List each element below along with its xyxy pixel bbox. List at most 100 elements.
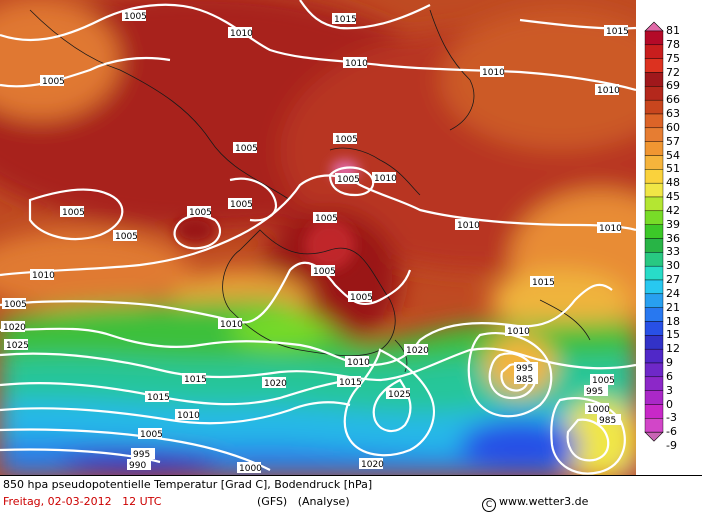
site-url: www.wetter3.de (499, 495, 589, 508)
isobar-label: 985 (514, 373, 538, 385)
isobar-label: 1000 (237, 462, 262, 474)
color-scale-swatch (644, 169, 664, 184)
isobar-label: 1010 (228, 27, 253, 39)
svg-text:1020: 1020 (361, 460, 384, 470)
color-scale-swatch (644, 58, 664, 73)
color-scale-label: 0 (666, 397, 673, 411)
svg-text:1025: 1025 (6, 341, 29, 351)
color-scale-label: -6 (666, 425, 677, 439)
isobar-label: 1000 (585, 403, 610, 415)
isobar-label: 1015 (530, 276, 555, 288)
color-scale-swatch (644, 99, 664, 115)
color-scale-label: 3 (666, 383, 673, 397)
coastlines (29, 9, 591, 373)
svg-text:995: 995 (516, 364, 533, 374)
isobar-label: 1015 (182, 373, 207, 385)
svg-text:1020: 1020 (264, 379, 287, 389)
svg-text:1005: 1005 (592, 376, 615, 386)
isobar-label: 985 (597, 414, 621, 426)
run-type: (Analyse) (297, 495, 350, 508)
svg-text:985: 985 (599, 416, 616, 426)
color-scale-label: 21 (666, 300, 680, 314)
isobar-labels: 1005 1015 1010 1005 1010 1010 1015 1005 … (1, 10, 629, 474)
isobar-label: 1015 (332, 13, 357, 25)
color-scale-label: 45 (666, 190, 680, 203)
color-scale-label: 39 (666, 217, 680, 231)
color-scale-swatches (644, 21, 664, 442)
color-scale-swatch (644, 390, 664, 405)
svg-text:1015: 1015 (532, 278, 555, 288)
color-scale-swatch (644, 224, 664, 239)
color-scale-swatch (644, 210, 664, 225)
map-svg: 1005 1015 1010 1005 1010 1010 1015 1005 … (0, 0, 636, 475)
svg-text:1005: 1005 (337, 175, 360, 185)
color-scale-label: 30 (666, 259, 680, 273)
svg-text:990: 990 (129, 461, 146, 471)
color-scale-label: 60 (666, 120, 680, 134)
color-scale-label: 51 (666, 162, 680, 176)
isobar-label: 1010 (343, 57, 368, 69)
color-scale-label: 42 (666, 203, 680, 217)
color-scale-swatch (644, 127, 664, 142)
color-scale-arrow-top (644, 21, 664, 32)
color-scale-swatch (644, 155, 664, 170)
color-scale-label: 24 (666, 286, 680, 300)
color-scale-swatch (644, 44, 664, 59)
color-scale-label: 12 (666, 342, 680, 356)
color-scale-swatch (644, 196, 664, 212)
isobar-label: 1005 (2, 298, 27, 310)
color-scale-label: 63 (666, 107, 680, 120)
color-scale-label: 78 (666, 37, 680, 51)
color-scale-label: -9 (666, 439, 677, 452)
svg-text:1010: 1010 (374, 174, 397, 184)
svg-text:1005: 1005 (230, 200, 253, 210)
footer: 850 hpa pseudopotentielle Temperatur [Gr… (0, 475, 702, 513)
isobar-label: 1005 (233, 142, 258, 154)
color-scale-label: 75 (666, 51, 680, 65)
color-scale-label: 72 (666, 65, 680, 79)
color-scale-svg (644, 21, 664, 442)
isobar-label: 1005 (60, 206, 85, 218)
svg-text:1000: 1000 (587, 405, 610, 415)
isobar-label: 1020 (359, 458, 384, 470)
svg-text:1010: 1010 (32, 271, 55, 281)
svg-text:985: 985 (516, 375, 533, 385)
isobar-label: 1020 (262, 377, 287, 389)
isobar-label: 1020 (1, 321, 26, 333)
color-scale-label: 48 (666, 176, 680, 190)
color-scale-arrow-bottom (644, 431, 664, 442)
svg-text:1015: 1015 (147, 393, 170, 403)
svg-text:1010: 1010 (230, 29, 253, 39)
svg-text:1005: 1005 (350, 293, 373, 303)
svg-text:1005: 1005 (115, 232, 138, 242)
color-scale-swatch (644, 376, 664, 391)
svg-text:1015: 1015 (339, 378, 362, 388)
color-scale-label: 27 (666, 273, 680, 286)
svg-text:1010: 1010 (347, 358, 370, 368)
isobar-label: 1005 (228, 198, 253, 210)
isobar-label: 1005 (113, 230, 138, 242)
svg-text:1005: 1005 (335, 135, 358, 145)
copyright-icon: C (482, 498, 496, 512)
isobar-label: 990 (127, 459, 151, 471)
color-scale-label: 57 (666, 134, 680, 148)
isobar-label: 1010 (175, 409, 200, 421)
valid-time: 12 UTC (122, 495, 162, 508)
color-scale-swatch (644, 265, 664, 281)
isobar-label: 995 (131, 448, 155, 460)
isobar-label: 1005 (311, 265, 336, 277)
color-scale-swatch (644, 86, 664, 101)
isobar-label: 1010 (595, 84, 620, 96)
color-scale-swatch (644, 141, 664, 156)
isobar-label: 1025 (386, 388, 411, 400)
svg-text:995: 995 (586, 387, 603, 397)
color-scale-legend: 81 78 75 72 69 66 63 60 57 54 51 48 45 42 39 36 33 30 27 24… (636, 0, 702, 475)
isobar-label: 995 (584, 385, 608, 397)
svg-text:1010: 1010 (507, 327, 530, 337)
isobar-label: 1010 (218, 318, 243, 330)
chart-title: 850 hpa pseudopotentielle Temperatur [Gr… (3, 478, 373, 491)
color-scale-swatch (644, 238, 664, 253)
svg-text:1020: 1020 (3, 323, 26, 333)
temperature-map: 1005 1015 1010 1005 1010 1010 1015 1005 … (0, 0, 636, 475)
isobar-label: 1005 (348, 291, 373, 303)
